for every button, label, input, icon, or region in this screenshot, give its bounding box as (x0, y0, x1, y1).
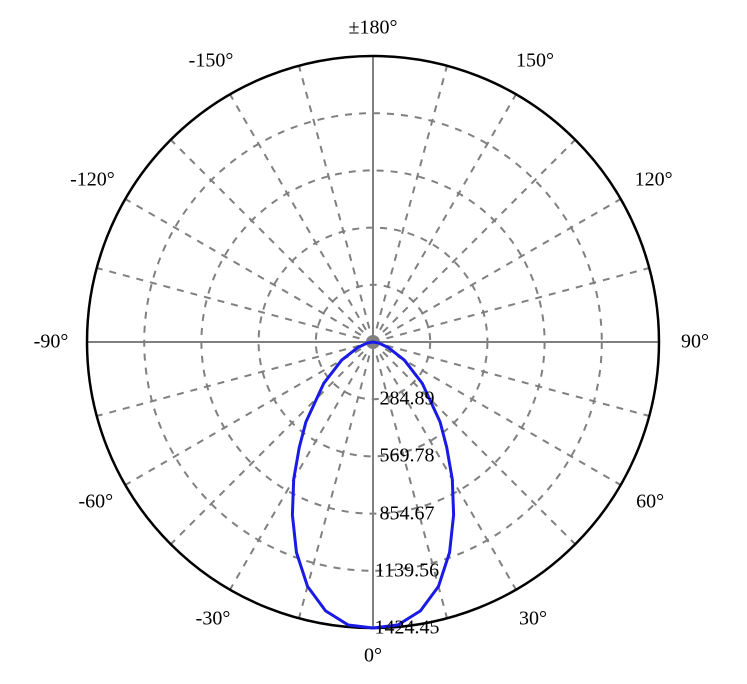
polar-svg (0, 0, 747, 684)
angle-label: -60° (79, 491, 114, 514)
angle-label: 120° (635, 169, 673, 192)
radial-label: 284.89 (380, 388, 435, 411)
angle-label: -120° (70, 169, 115, 192)
radial-label: 854.67 (380, 502, 435, 525)
radial-label: 569.78 (380, 445, 435, 468)
angle-label: ±180° (349, 17, 398, 40)
angle-label: -30° (196, 608, 231, 631)
angle-label: 0° (364, 645, 382, 668)
angle-label: 90° (681, 331, 709, 354)
polar-chart: 284.89 569.78 854.67 1139.56 1424.45 ±180° 150… (0, 0, 747, 684)
angle-label: -90° (34, 331, 69, 354)
radial-label: 1139.56 (375, 559, 439, 582)
angle-label: 30° (519, 608, 547, 631)
radial-label: 1424.45 (375, 617, 440, 640)
angle-label: 60° (636, 491, 664, 514)
angle-label: -150° (189, 50, 234, 73)
angle-label: 150° (516, 50, 554, 73)
